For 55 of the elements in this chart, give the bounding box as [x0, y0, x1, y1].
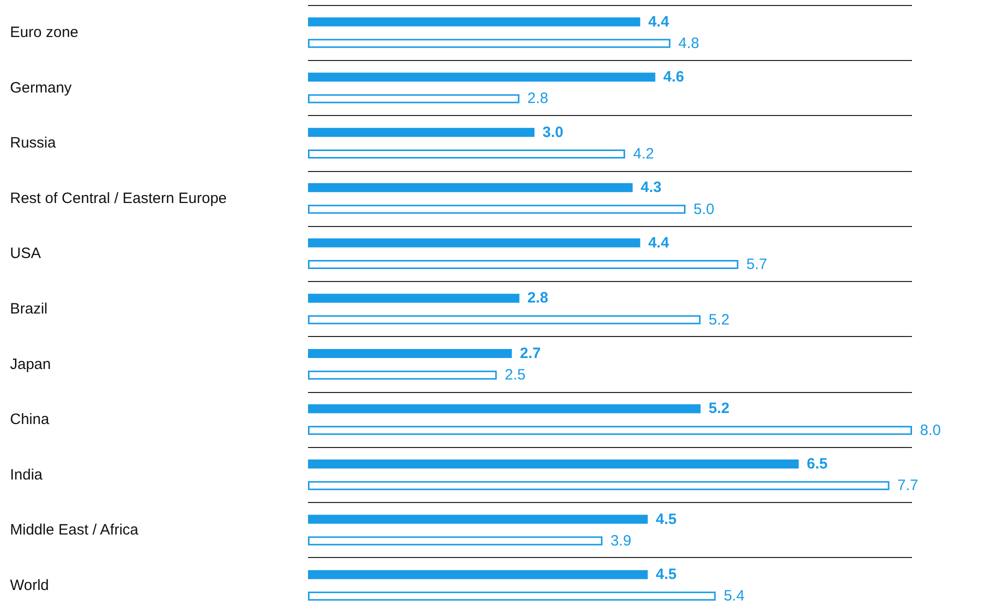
bar: [308, 128, 534, 137]
data-label: 4.5: [656, 566, 677, 584]
bar: [308, 348, 512, 358]
bar: [308, 426, 912, 435]
y-tick-label: Brazil: [10, 300, 48, 318]
data-label: 3.9: [610, 532, 632, 550]
bar: [308, 481, 890, 490]
bar: [308, 38, 670, 48]
data-label: 4.4: [648, 13, 670, 30]
data-label: 6.5: [806, 456, 828, 473]
y-tick-label: World: [10, 576, 49, 594]
y-tick-label: Germany: [10, 79, 72, 96]
data-label: 2.8: [527, 290, 548, 307]
bar: [308, 94, 520, 104]
data-label: 2.5: [504, 366, 526, 384]
bar: [308, 460, 799, 469]
data-label: 5.2: [708, 311, 730, 328]
y-tick-label: USA: [10, 245, 41, 262]
bar: [308, 294, 520, 303]
bar: [308, 570, 648, 580]
data-label: 7.7: [897, 477, 918, 494]
bar: [308, 536, 602, 546]
bar: [308, 183, 633, 192]
bar: [308, 238, 640, 248]
bar: [308, 404, 701, 414]
data-label: 4.3: [640, 179, 662, 196]
data-label: 5.7: [746, 256, 768, 274]
y-tick-label: China: [10, 411, 50, 428]
data-label: 2.8: [527, 90, 548, 108]
bar: [308, 315, 701, 324]
data-label: 4.8: [678, 34, 700, 52]
data-label: 4.4: [648, 234, 670, 252]
y-tick-label: India: [10, 466, 44, 484]
data-label: 4.5: [656, 510, 677, 528]
bar: [308, 149, 626, 158]
bar: [308, 72, 656, 82]
bar: [308, 514, 648, 524]
bar: [308, 17, 640, 26]
bar: [308, 370, 497, 380]
data-label: 4.2: [633, 145, 654, 162]
data-label: 2.7: [520, 344, 541, 362]
data-label: 8.0: [920, 422, 941, 439]
data-label: 4.6: [663, 68, 684, 86]
y-tick-label: Russia: [10, 134, 57, 152]
data-label: 5.4: [724, 588, 745, 605]
data-label: 5.0: [694, 200, 714, 218]
y-tick-label: Rest of Central / Eastern Europe: [10, 190, 227, 207]
y-tick-label: Middle East / Africa: [10, 522, 140, 539]
y-tick-label: Japan: [10, 356, 51, 373]
data-label: 3.0: [542, 124, 564, 141]
bar: [308, 204, 686, 214]
bar: [308, 592, 716, 601]
y-tick-label: Euro zone: [10, 24, 78, 42]
bar: [308, 260, 738, 270]
data-label: 5.2: [708, 400, 730, 418]
